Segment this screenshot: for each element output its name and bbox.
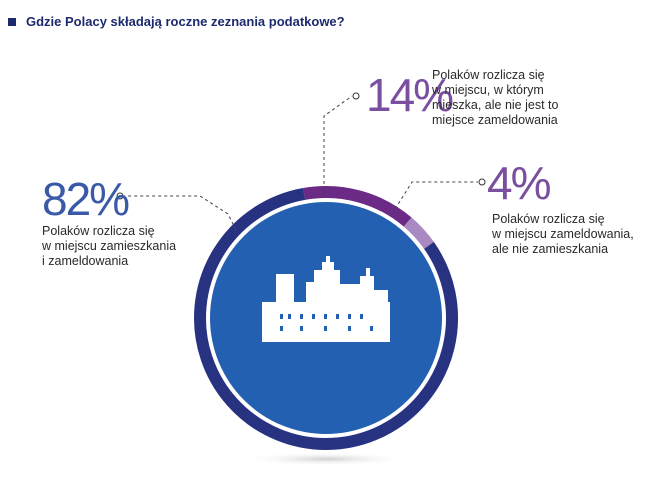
leader-line-14-dot — [352, 92, 360, 100]
leader-line-82 — [124, 195, 237, 231]
chart-title: Gdzie Polacy składają roczne zeznania po… — [26, 14, 345, 29]
desc-14-line: mieszka, ale nie jest to — [432, 98, 559, 112]
leader-line-82-dot — [116, 192, 124, 200]
desc-82-line: i zameldowania — [42, 254, 129, 268]
percent-4-label: 4% — [487, 157, 552, 209]
desc-14-line: miejsce zameldowania — [432, 113, 558, 127]
donut-ring — [194, 186, 458, 450]
leader-line-4-dot — [478, 178, 486, 186]
desc-4: Polaków rozlicza się w miejscu zameldowa… — [492, 212, 634, 257]
desc-82: Polaków rozlicza się w miejscu zamieszka… — [42, 224, 176, 269]
leader-line-14 — [323, 95, 353, 196]
base-shadow — [241, 452, 411, 466]
desc-14: Polaków rozlicza się w miejscu, w którym… — [432, 68, 558, 128]
ring-segment-4 — [403, 217, 434, 249]
ring-segment-82 — [194, 188, 458, 450]
desc-4-line: Polaków rozlicza się — [492, 212, 605, 226]
leader-line-4 — [391, 181, 478, 215]
desc-82-line: Polaków rozlicza się — [42, 224, 155, 238]
percent-82-label: 82% — [42, 173, 130, 225]
city-buildings-icon — [262, 256, 390, 342]
desc-14-line: Polaków rozlicza się — [432, 68, 545, 82]
percent-14-label: 14% — [366, 69, 454, 121]
title-square-marker — [8, 17, 16, 26]
title-row: Gdzie Polacy składają roczne zeznania po… — [8, 14, 345, 29]
desc-14-line: w miejscu, w którym — [432, 83, 544, 97]
ring-segment-14 — [303, 186, 412, 227]
desc-4-line: w miejscu zameldowania, — [492, 227, 634, 241]
desc-82-line: w miejscu zamieszkania — [42, 239, 177, 253]
desc-4-line: ale nie zamieszkania — [492, 242, 609, 256]
